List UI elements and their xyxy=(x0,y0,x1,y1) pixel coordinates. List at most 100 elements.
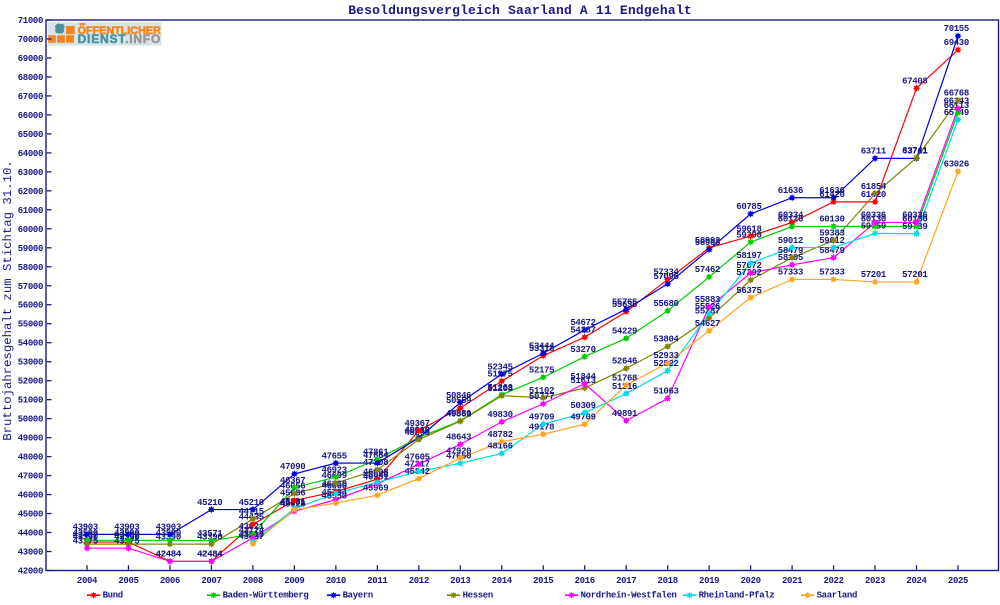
svg-text:57096: 57096 xyxy=(653,272,678,282)
svg-text:55680: 55680 xyxy=(653,299,678,309)
svg-text:69430: 69430 xyxy=(944,38,969,48)
svg-text:54627: 54627 xyxy=(695,319,720,329)
svg-text:43903: 43903 xyxy=(114,523,139,533)
svg-text:49880: 49880 xyxy=(446,409,471,419)
svg-text:Bund: Bund xyxy=(103,590,123,600)
svg-text:43571: 43571 xyxy=(197,529,223,539)
svg-text:2011: 2011 xyxy=(367,576,388,586)
svg-text:57334: 57334 xyxy=(653,268,679,278)
svg-text:2017: 2017 xyxy=(616,576,636,586)
svg-text:49178: 49178 xyxy=(529,422,554,432)
svg-text:56000: 56000 xyxy=(18,301,43,311)
svg-text:46808: 46808 xyxy=(363,467,388,477)
svg-text:61636: 61636 xyxy=(819,186,844,196)
svg-text:61420: 61420 xyxy=(819,190,844,200)
svg-text:2020: 2020 xyxy=(741,576,761,586)
svg-text:69000: 69000 xyxy=(18,54,43,64)
svg-text:61636: 61636 xyxy=(778,186,803,196)
svg-text:58479: 58479 xyxy=(819,246,844,256)
svg-text:50309: 50309 xyxy=(570,401,595,411)
svg-text:49861: 49861 xyxy=(446,409,472,419)
svg-text:2008: 2008 xyxy=(243,576,263,586)
svg-text:63026: 63026 xyxy=(944,160,969,170)
svg-text:2010: 2010 xyxy=(326,576,346,586)
svg-text:Hessen: Hessen xyxy=(463,590,493,600)
svg-text:52345: 52345 xyxy=(487,362,512,372)
svg-text:Nordrhein-Westfalen: Nordrhein-Westfalen xyxy=(581,590,677,600)
svg-text:57333: 57333 xyxy=(778,268,803,278)
svg-text:42484: 42484 xyxy=(156,550,182,560)
svg-text:60130: 60130 xyxy=(819,215,844,225)
svg-text:47090: 47090 xyxy=(280,462,305,472)
svg-text:51208: 51208 xyxy=(487,384,512,394)
svg-text:67408: 67408 xyxy=(902,76,927,86)
svg-text:61000: 61000 xyxy=(18,206,43,216)
svg-text:43000: 43000 xyxy=(18,548,43,558)
svg-text:45210: 45210 xyxy=(197,498,222,508)
svg-text:55000: 55000 xyxy=(18,320,43,330)
svg-text:2019: 2019 xyxy=(699,576,719,586)
svg-text:43903: 43903 xyxy=(73,523,98,533)
svg-text:46646: 46646 xyxy=(363,471,388,481)
svg-text:52646: 52646 xyxy=(612,357,637,367)
svg-text:44715: 44715 xyxy=(239,507,264,517)
svg-text:54672: 54672 xyxy=(570,318,595,328)
svg-text:2018: 2018 xyxy=(658,576,678,586)
svg-text:DIENST.INFO: DIENST.INFO xyxy=(78,32,161,46)
svg-text:49830: 49830 xyxy=(487,410,512,420)
svg-text:63741: 63741 xyxy=(902,146,928,156)
svg-text:55765: 55765 xyxy=(612,297,637,307)
svg-text:51102: 51102 xyxy=(529,386,554,396)
svg-text:52175: 52175 xyxy=(529,366,554,376)
svg-text:46000: 46000 xyxy=(18,491,43,501)
svg-text:50000: 50000 xyxy=(18,415,43,425)
svg-text:58992: 58992 xyxy=(695,236,720,246)
svg-text:59000: 59000 xyxy=(18,244,43,254)
svg-text:53444: 53444 xyxy=(529,341,555,351)
svg-text:52933: 52933 xyxy=(653,351,678,361)
svg-text:47861: 47861 xyxy=(363,447,389,457)
svg-text:58903: 58903 xyxy=(695,238,720,248)
svg-text:66768: 66768 xyxy=(944,89,969,99)
svg-text:60785: 60785 xyxy=(736,202,761,212)
svg-text:51063: 51063 xyxy=(653,387,678,397)
svg-text:59383: 59383 xyxy=(819,229,844,239)
svg-text:49000: 49000 xyxy=(18,434,43,444)
svg-text:43724: 43724 xyxy=(239,526,265,536)
svg-text:54000: 54000 xyxy=(18,339,43,349)
svg-text:65000: 65000 xyxy=(18,130,43,140)
svg-text:64000: 64000 xyxy=(18,149,43,159)
svg-text:52000: 52000 xyxy=(18,377,43,387)
svg-text:47920: 47920 xyxy=(446,446,471,456)
svg-text:57672: 57672 xyxy=(736,261,761,271)
svg-text:47655: 47655 xyxy=(322,451,347,461)
svg-text:60336: 60336 xyxy=(902,211,927,221)
svg-text:60130: 60130 xyxy=(861,215,886,225)
svg-text:63711: 63711 xyxy=(861,147,887,157)
svg-text:2016: 2016 xyxy=(575,576,595,586)
svg-text:42000: 42000 xyxy=(18,567,43,577)
svg-text:61854: 61854 xyxy=(861,182,887,192)
svg-text:45550: 45550 xyxy=(322,491,347,501)
svg-text:53000: 53000 xyxy=(18,358,43,368)
svg-text:48166: 48166 xyxy=(487,442,512,452)
svg-text:Bayern: Bayern xyxy=(343,590,373,600)
svg-text:62000: 62000 xyxy=(18,187,43,197)
svg-text:51000: 51000 xyxy=(18,396,43,406)
svg-text:57201: 57201 xyxy=(902,270,928,280)
svg-text:60334: 60334 xyxy=(778,211,804,221)
svg-text:53804: 53804 xyxy=(653,335,679,345)
svg-text:54229: 54229 xyxy=(612,327,637,337)
svg-text:55287: 55287 xyxy=(695,306,720,316)
svg-text:2025: 2025 xyxy=(948,576,968,586)
svg-text:45128: 45128 xyxy=(280,499,305,509)
svg-text:57462: 57462 xyxy=(695,265,720,275)
svg-text:2014: 2014 xyxy=(492,576,513,586)
svg-text:47000: 47000 xyxy=(18,472,43,482)
svg-text:66000: 66000 xyxy=(18,111,43,121)
svg-text:43903: 43903 xyxy=(156,523,181,533)
svg-text:53318: 53318 xyxy=(529,344,554,354)
svg-text:ÖFFENTLICHER: ÖFFENTLICHER xyxy=(78,24,161,37)
svg-text:63711: 63711 xyxy=(902,147,928,157)
svg-text:46923: 46923 xyxy=(322,465,347,475)
